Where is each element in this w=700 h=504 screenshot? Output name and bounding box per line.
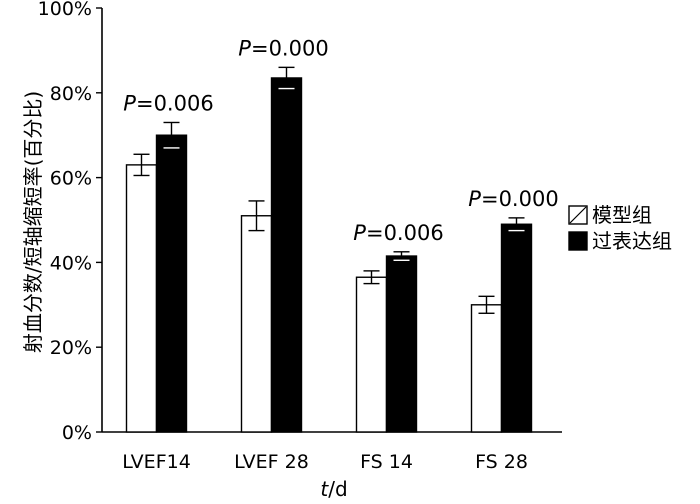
y-axis-label: 射血分数/短轴缩短率(百分比) — [21, 91, 45, 353]
axes: 0% 20% 40% 60% 80% 100% LVEF14 LVEF 28 FS 14 FS 2… — [38, 0, 562, 473]
error-bars — [133, 66, 525, 314]
p-value: =0.000 — [251, 36, 329, 60]
x-tick-label: LVEF 28 — [234, 451, 309, 473]
bar — [470, 304, 503, 433]
bar — [355, 276, 388, 433]
y-tick-label: 0% — [62, 422, 92, 444]
p-symbol: P — [353, 221, 366, 245]
p-value-label: P=0.006 — [353, 221, 443, 245]
x-axis-label-unit: /d — [328, 477, 347, 501]
legend-swatch — [568, 231, 588, 251]
p-symbol: P — [468, 187, 481, 211]
p-value-label: P=0.000 — [468, 187, 558, 211]
x-tick-label: FS 14 — [360, 451, 413, 473]
x-axis-label: t/d — [320, 477, 347, 501]
y-tick-label: 20% — [50, 337, 92, 359]
y-tick-label: 80% — [50, 83, 92, 105]
y-tick-label: 60% — [50, 168, 92, 190]
legend-swatch-hatch — [569, 206, 587, 224]
p-value: =0.006 — [366, 221, 444, 245]
bar — [155, 134, 188, 433]
legend-label: 过表达组 — [592, 229, 672, 253]
p-value: =0.000 — [481, 187, 559, 211]
y-tick-label: 40% — [50, 252, 92, 274]
p-symbol: P — [123, 91, 136, 115]
y-tick-label: 100% — [38, 0, 92, 20]
x-tick-label: LVEF14 — [122, 451, 191, 473]
bar — [385, 255, 418, 433]
p-value-label: P=0.000 — [238, 36, 328, 60]
bar — [240, 215, 273, 433]
x-axis-label-variable: t — [320, 477, 329, 501]
p-value: =0.006 — [136, 91, 214, 115]
bars — [125, 77, 533, 433]
bar — [500, 223, 533, 433]
bar — [125, 164, 158, 433]
p-symbol: P — [238, 36, 251, 60]
bar — [270, 77, 303, 433]
x-tick-label: FS 28 — [475, 451, 528, 473]
p-value-label: P=0.006 — [123, 91, 213, 115]
legend-label: 模型组 — [592, 203, 652, 227]
